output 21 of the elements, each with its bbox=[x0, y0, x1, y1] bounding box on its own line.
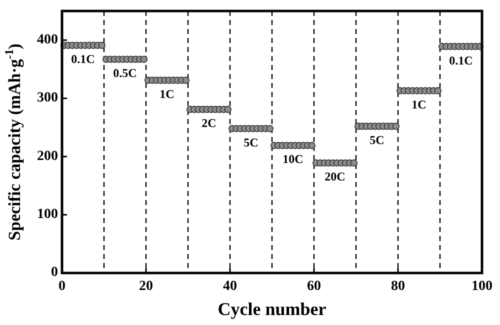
annotation: 20C bbox=[324, 170, 346, 184]
annotation: 10C bbox=[282, 152, 304, 166]
y-tick-label: 400 bbox=[37, 32, 58, 48]
x-tick-label: 20 bbox=[139, 279, 153, 294]
annotation: 5C bbox=[244, 135, 258, 150]
annotation: 0.1C bbox=[449, 53, 473, 68]
y-tick-label: 100 bbox=[37, 206, 58, 222]
annotation: 1C bbox=[412, 98, 426, 112]
annotation: 2C bbox=[202, 116, 216, 130]
x-tick-label: 100 bbox=[472, 279, 492, 294]
y-tick-label: 200 bbox=[37, 148, 58, 164]
x-tick-label: 60 bbox=[307, 279, 321, 294]
annotation: 0.1C bbox=[71, 52, 95, 66]
x-tick-label: 80 bbox=[391, 279, 405, 294]
annotation: 1C bbox=[160, 87, 174, 102]
x-axis-title: Cycle number bbox=[218, 299, 326, 319]
x-tick-label: 40 bbox=[223, 279, 237, 294]
y-tick-label: 300 bbox=[37, 90, 58, 106]
annotation: 0.5C bbox=[113, 66, 137, 80]
annotation: 5C bbox=[370, 133, 384, 148]
y-tick-label: 0 bbox=[51, 265, 58, 280]
